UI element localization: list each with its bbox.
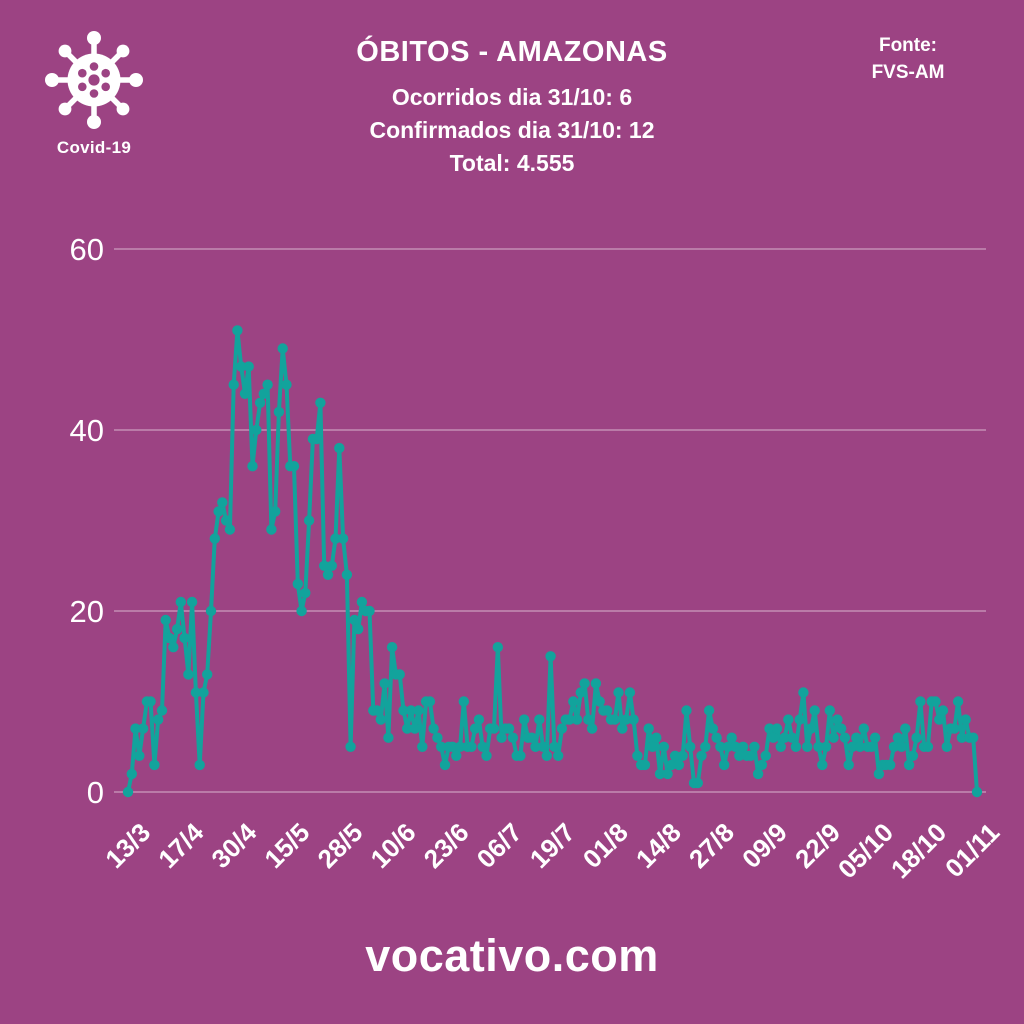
- svg-text:14/8: 14/8: [630, 817, 687, 874]
- coronavirus-icon: [45, 31, 143, 129]
- covid-badge-label: Covid-19: [56, 138, 132, 157]
- svg-text:19/7: 19/7: [524, 817, 581, 874]
- svg-text:23/6: 23/6: [418, 817, 475, 874]
- page-title: ÓBITOS - AMAZONAS: [356, 36, 668, 68]
- svg-text:18/10: 18/10: [885, 817, 952, 884]
- svg-text:0: 0: [87, 775, 104, 810]
- svg-text:13/3: 13/3: [99, 817, 156, 874]
- svg-text:01/11: 01/11: [939, 817, 1005, 883]
- svg-text:15/5: 15/5: [258, 817, 315, 874]
- subtitle-ocorridos: Ocorridos dia 31/10: 6: [391, 84, 633, 110]
- svg-text:09/9: 09/9: [736, 817, 793, 874]
- svg-text:10/6: 10/6: [365, 817, 422, 874]
- svg-text:06/7: 06/7: [471, 817, 528, 874]
- x-axis-labels: 13/317/430/415/528/510/623/606/719/701/8…: [99, 817, 1005, 885]
- svg-text:27/8: 27/8: [683, 817, 740, 874]
- svg-text:28/5: 28/5: [311, 817, 368, 874]
- chart-header: ÓBITOS - AMAZONAS Ocorridos dia 31/10: 6…: [0, 36, 1024, 180]
- subtitle-confirmados: Confirmados dia 31/10: 12: [369, 117, 655, 143]
- deaths-line: [126, 328, 979, 794]
- source-label: Fonte:: [878, 35, 938, 56]
- svg-text:40: 40: [70, 413, 104, 448]
- source-block: Fonte: FVS-AM: [838, 32, 978, 86]
- site-watermark: vocativo.com: [365, 930, 659, 981]
- y-axis-labels: 0 20 40 60: [70, 232, 104, 810]
- subtitle-total: Total: 4.555: [449, 150, 575, 176]
- svg-text:30/4: 30/4: [205, 817, 262, 874]
- source-value: FVS-AM: [871, 62, 945, 83]
- svg-text:60: 60: [70, 232, 104, 267]
- svg-text:17/4: 17/4: [152, 817, 209, 874]
- covid-badge: Covid-19: [44, 28, 144, 158]
- svg-text:20: 20: [70, 594, 104, 629]
- data-points: [122, 325, 983, 798]
- svg-text:01/8: 01/8: [577, 817, 634, 874]
- svg-text:05/10: 05/10: [832, 817, 899, 884]
